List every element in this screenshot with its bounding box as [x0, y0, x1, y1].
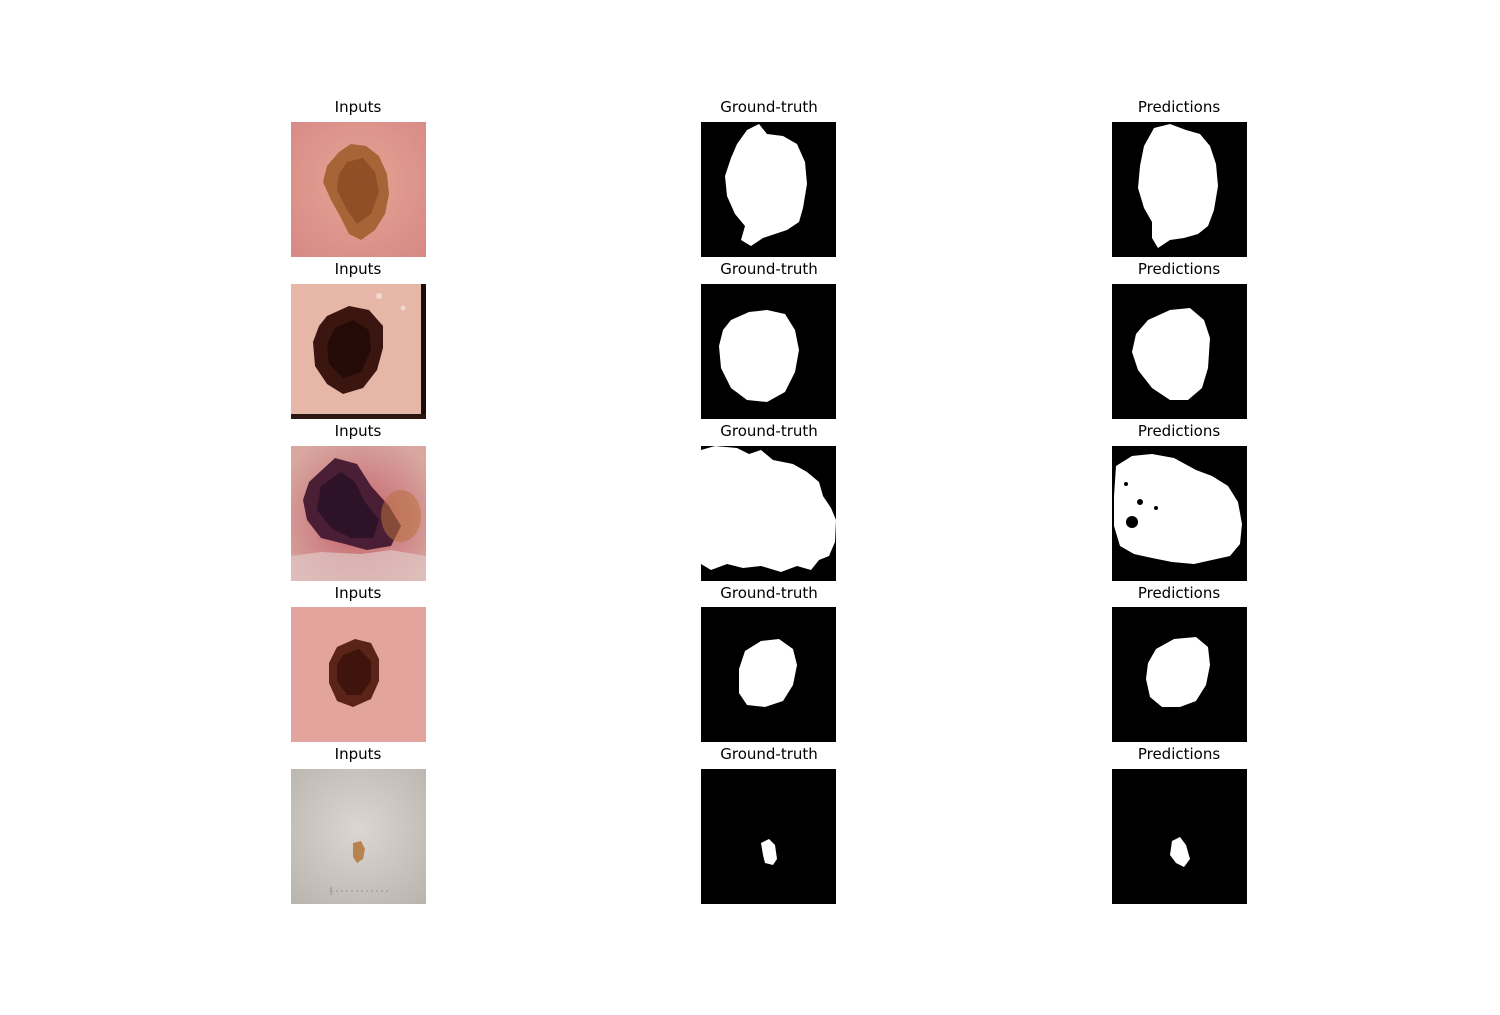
ground-truth-mask	[701, 769, 836, 904]
predictions-title: Predictions	[1137, 260, 1221, 278]
inputs-title: Inputs	[334, 745, 382, 763]
input-image	[291, 284, 426, 419]
inputs-title: Inputs	[334, 422, 382, 440]
prediction-mask	[1112, 446, 1247, 581]
predictions-title: Predictions	[1137, 584, 1221, 602]
ground-truth-mask	[701, 446, 836, 581]
inputs-title: Inputs	[334, 260, 382, 278]
ground-truth-title: Ground-truth	[720, 98, 818, 116]
predictions-title: Predictions	[1137, 745, 1221, 763]
prediction-mask	[1112, 284, 1247, 419]
ground-truth-title: Ground-truth	[720, 584, 818, 602]
ground-truth-title: Ground-truth	[720, 745, 818, 763]
input-image	[291, 769, 426, 904]
input-image	[291, 446, 426, 581]
input-image	[291, 607, 426, 742]
input-image	[291, 122, 426, 257]
prediction-mask	[1112, 607, 1247, 742]
predictions-title: Predictions	[1137, 98, 1221, 116]
ground-truth-mask	[701, 607, 836, 742]
ground-truth-mask	[701, 284, 836, 419]
inputs-title: Inputs	[334, 98, 382, 116]
inputs-title: Inputs	[334, 584, 382, 602]
ground-truth-mask	[701, 122, 836, 257]
predictions-title: Predictions	[1137, 422, 1221, 440]
ground-truth-title: Ground-truth	[720, 260, 818, 278]
ground-truth-title: Ground-truth	[720, 422, 818, 440]
prediction-mask	[1112, 122, 1247, 257]
prediction-mask	[1112, 769, 1247, 904]
